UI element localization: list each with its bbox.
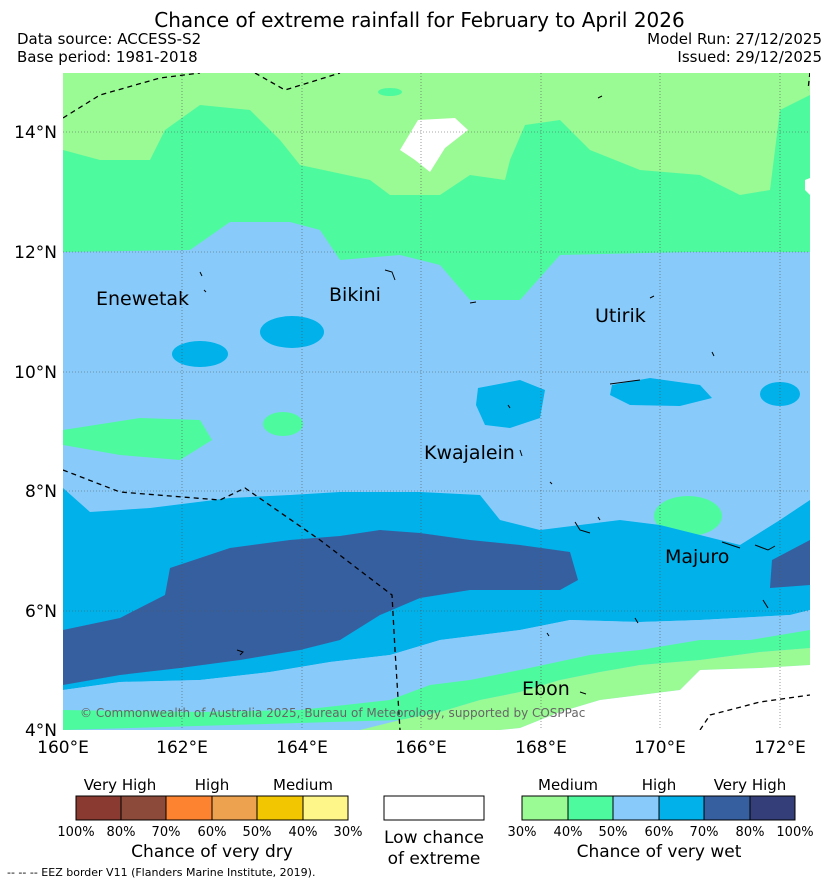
wet-header-very-high: Very High xyxy=(714,776,787,794)
dry-swatch xyxy=(211,795,258,821)
zone-high-wet-40-islet xyxy=(378,88,402,96)
base-period-label: Base period: 1981-2018 xyxy=(17,48,198,66)
lat-tick: 4°N xyxy=(25,721,57,741)
wet-swatch xyxy=(658,795,705,821)
zone-high-wet-60-east xyxy=(610,378,712,406)
dry-caption: Chance of very dry xyxy=(131,842,293,862)
lon-tick: 162°E xyxy=(156,738,208,758)
lat-tick: 8°N xyxy=(25,482,57,502)
wet-swatch xyxy=(612,795,660,821)
zone-high-wet-60-kwaj xyxy=(476,380,545,428)
wet-swatch xyxy=(749,795,796,821)
low-chance-line2: of extreme xyxy=(388,849,481,869)
zone-high-wet-60-bikini xyxy=(260,316,324,348)
dry-pct: 80% xyxy=(107,825,136,840)
place-enewetak: Enewetak xyxy=(96,288,189,310)
zone-high-wet-40-west xyxy=(63,418,212,460)
lon-tick: 160°E xyxy=(37,738,89,758)
wet-swatch xyxy=(567,795,614,821)
low-chance-swatch xyxy=(383,795,485,821)
zone-medium-wet-south xyxy=(360,648,810,730)
place-ebon: Ebon xyxy=(522,678,570,700)
dry-pct: 100% xyxy=(57,825,94,840)
dry-pct: 60% xyxy=(198,825,227,840)
dry-swatch xyxy=(75,795,122,821)
wet-swatch xyxy=(703,795,751,821)
legend-dry: Very High High Medium 100% 80% 70% 60% 5… xyxy=(57,776,362,862)
wet-pct: 60% xyxy=(645,825,674,840)
wet-pct: 50% xyxy=(599,825,628,840)
place-bikini: Bikini xyxy=(329,284,381,306)
eez-borders xyxy=(63,73,810,730)
lon-tick: 168°E xyxy=(515,738,567,758)
dry-pct: 30% xyxy=(334,825,363,840)
dry-header-medium: Medium xyxy=(273,776,333,794)
dry-swatch xyxy=(165,795,213,821)
place-majuro: Majuro xyxy=(665,546,729,568)
lon-tick: 166°E xyxy=(395,738,447,758)
wet-caption: Chance of very wet xyxy=(577,842,742,862)
dry-swatch xyxy=(120,795,167,821)
eez-footnote: -- -- -- EEZ border V11 (Flanders Marine… xyxy=(7,866,316,879)
zone-very-high-wet-east xyxy=(770,540,810,588)
dry-header-very-high: Very High xyxy=(84,776,157,794)
dry-pct: 70% xyxy=(152,825,181,840)
page-title: Chance of extreme rainfall for February … xyxy=(154,8,685,32)
lon-tick: 172°E xyxy=(754,738,806,758)
legend-wet: Medium High Very High 30% 40% 50% 60% 70… xyxy=(508,776,814,862)
copyright-notice: © Commonwealth of Australia 2025, Bureau… xyxy=(80,706,586,720)
wet-swatch xyxy=(521,795,569,821)
low-chance-line1: Low chance xyxy=(384,828,484,848)
place-kwajalein: Kwajalein xyxy=(424,442,515,464)
lon-ticks: 160°E 162°E 164°E 166°E 168°E 170°E 172°… xyxy=(37,738,806,758)
wet-pct: 70% xyxy=(690,825,719,840)
wet-pct: 80% xyxy=(736,825,765,840)
wet-pct: 40% xyxy=(554,825,583,840)
place-utirik: Utirik xyxy=(595,305,646,327)
dry-header-high: High xyxy=(195,776,229,794)
data-source-label: Data source: ACCESS-S2 xyxy=(17,30,202,48)
dry-pct: 50% xyxy=(243,825,272,840)
island-outlines xyxy=(199,95,776,695)
lat-tick: 10°N xyxy=(14,363,57,383)
lon-tick: 164°E xyxy=(276,738,328,758)
lat-tick: 6°N xyxy=(25,602,57,622)
model-run-label: Model Run: 27/12/2025 xyxy=(647,30,822,48)
zone-low-chance-north xyxy=(400,118,468,172)
map-area xyxy=(63,73,810,730)
wet-header-medium: Medium xyxy=(538,776,598,794)
wet-header-high: High xyxy=(642,776,676,794)
zone-very-high-wet-south xyxy=(63,530,578,685)
wet-pct: 30% xyxy=(508,825,537,840)
dry-pct: 40% xyxy=(289,825,318,840)
dry-swatch xyxy=(302,795,349,821)
zone-high-wet-60-west xyxy=(172,341,228,367)
zone-high-wet-40-majuro xyxy=(654,496,722,536)
zone-high-wet-50-south xyxy=(63,610,810,712)
lat-tick: 12°N xyxy=(14,243,57,263)
wet-pct: 100% xyxy=(776,825,813,840)
zone-low-chance-south xyxy=(500,665,810,730)
dry-swatch xyxy=(256,795,304,821)
lat-tick: 14°N xyxy=(14,123,57,143)
lon-tick: 170°E xyxy=(634,738,686,758)
zone-high-wet-40-south xyxy=(63,630,810,730)
lat-ticks: 14°N 12°N 10°N 8°N 6°N 4°N xyxy=(14,123,57,741)
zone-high-wet-40-mid xyxy=(263,412,303,436)
issued-label: Issued: 29/12/2025 xyxy=(677,48,822,66)
zone-low-chance-edge xyxy=(805,178,810,195)
